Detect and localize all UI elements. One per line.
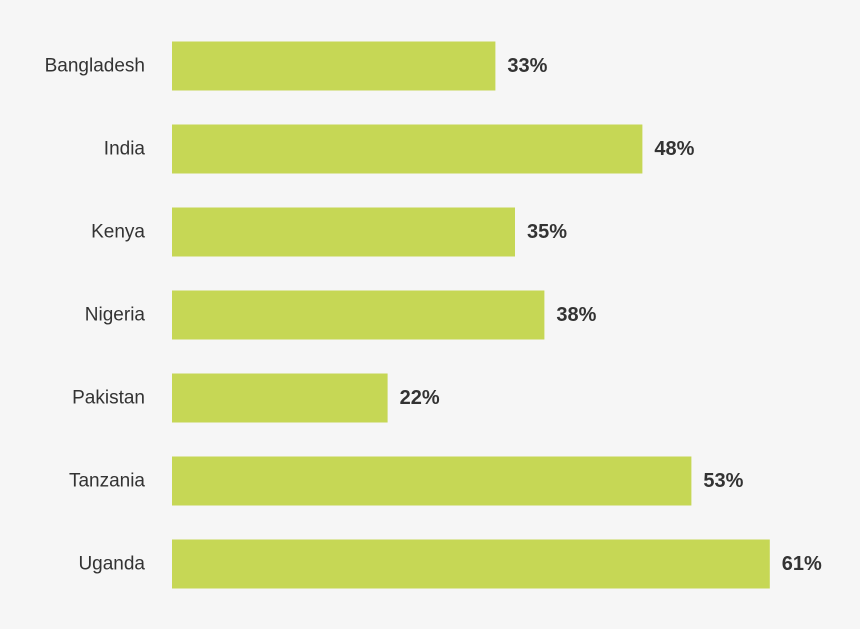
value-label-nigeria: 38% bbox=[556, 304, 596, 326]
bar-kenya bbox=[172, 207, 515, 257]
category-label-pakistan: Pakistan bbox=[72, 388, 145, 409]
value-label-kenya: 35% bbox=[527, 221, 567, 243]
category-label-bangladesh: Bangladesh bbox=[45, 56, 145, 77]
value-label-bangladesh: 33% bbox=[507, 55, 547, 77]
bar-india bbox=[172, 124, 643, 174]
category-label-uganda: Uganda bbox=[78, 554, 145, 575]
category-label-tanzania: Tanzania bbox=[69, 471, 145, 492]
value-label-tanzania: 53% bbox=[703, 470, 743, 492]
bar-tanzania bbox=[172, 456, 692, 506]
category-label-nigeria: Nigeria bbox=[85, 305, 146, 326]
value-label-pakistan: 22% bbox=[400, 387, 440, 409]
value-label-india: 48% bbox=[654, 138, 694, 160]
bar-bangladesh bbox=[172, 41, 496, 91]
category-label-kenya: Kenya bbox=[91, 222, 145, 243]
category-label-india: India bbox=[104, 139, 146, 160]
bar-uganda bbox=[172, 539, 770, 589]
bar-pakistan bbox=[172, 373, 388, 423]
bar-nigeria bbox=[172, 290, 545, 340]
bars-layer: Bangladesh 33% India 48% Kenya 35% Nigeria 38% P… bbox=[45, 41, 822, 589]
value-label-uganda: 61% bbox=[782, 553, 822, 575]
